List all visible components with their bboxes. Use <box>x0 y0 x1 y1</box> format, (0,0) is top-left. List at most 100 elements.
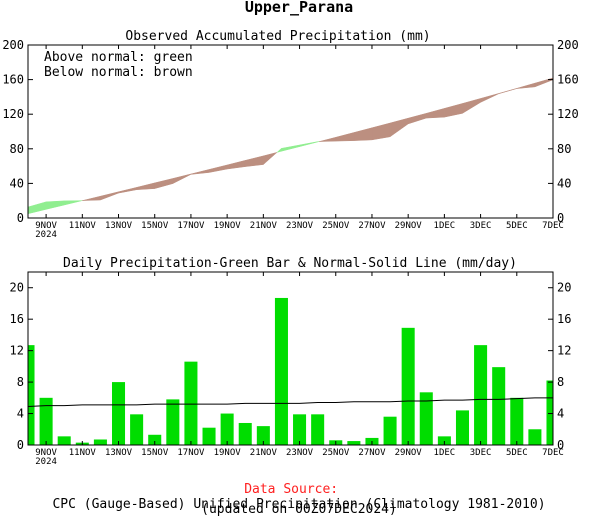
x-tick-label: 17NOV <box>177 221 205 231</box>
precip-bar <box>419 392 433 445</box>
x-tick-label: 29NOV <box>395 448 423 458</box>
footer-source-line: Data Source: CPC (Gauge-Based) Unified P… <box>0 482 598 512</box>
precip-bar <box>347 441 361 445</box>
y-tick-label-left: 40 <box>10 176 24 190</box>
above-normal-band <box>63 200 83 206</box>
below-normal-band <box>136 182 155 190</box>
x-tick-label: 9NOV <box>35 221 57 231</box>
precip-bar <box>546 380 553 445</box>
y-tick-label-right: 40 <box>557 176 571 190</box>
y-tick-label-left: 0 <box>17 438 24 452</box>
x-tick-label: 19NOV <box>214 221 242 231</box>
precip-bar <box>274 297 288 445</box>
precip-bar <box>238 422 252 445</box>
above-normal-band <box>276 147 282 153</box>
accumulated-title: Observed Accumulated Precipitation (mm) <box>125 29 430 44</box>
precip-bar <box>401 327 415 445</box>
precip-bar <box>437 436 451 445</box>
annotation-above-normal: Above normal: green <box>44 50 193 65</box>
x-tick-label: 3DEC <box>470 221 492 231</box>
above-normal-band <box>27 201 47 215</box>
x-tick-label: 7DEC <box>542 448 564 458</box>
precip-bar <box>311 414 325 445</box>
below-normal-band <box>498 88 518 95</box>
y-tick-label-left: 4 <box>17 407 24 421</box>
y-tick-label-right: 0 <box>557 211 564 225</box>
x-tick-label: 19NOV <box>214 448 242 458</box>
below-normal-band <box>371 122 391 141</box>
precip-bar <box>256 426 270 445</box>
precip-bar <box>492 367 506 445</box>
precip-bar <box>474 345 488 445</box>
precip-bar <box>166 399 180 445</box>
below-normal-band <box>244 155 264 167</box>
y-tick-label-left: 0 <box>17 211 24 225</box>
x-tick-label: 27NOV <box>358 221 386 231</box>
y-tick-label-right: 8 <box>557 375 564 389</box>
below-normal-band <box>462 98 481 114</box>
x-tick-label: 3DEC <box>470 448 492 458</box>
precip-bar <box>510 397 524 445</box>
plot-frame <box>27 44 554 219</box>
above-normal-band <box>45 200 65 210</box>
below-normal-band <box>319 136 337 142</box>
y-tick-label-right: 20 <box>557 281 571 295</box>
above-normal-band <box>299 141 318 147</box>
below-normal-band <box>100 191 119 201</box>
y-tick-label-left: 20 <box>10 281 24 295</box>
below-normal-band <box>335 132 355 142</box>
daily-title: Daily Precipitation-Green Bar & Normal-S… <box>63 256 517 271</box>
below-normal-band <box>118 187 137 194</box>
x-tick-label: 23NOV <box>286 221 314 231</box>
x-tick-label: 11NOV <box>69 448 97 458</box>
y-tick-label-left: 160 <box>2 73 24 87</box>
below-normal-band <box>389 117 409 138</box>
y-tick-label-right: 160 <box>557 73 579 87</box>
x-tick-label: 1DEC <box>434 221 456 231</box>
below-normal-band <box>172 173 192 184</box>
below-normal-band <box>190 169 210 175</box>
x-tick-label: 1DEC <box>434 448 456 458</box>
below-normal-band <box>82 195 101 201</box>
precip-bar <box>202 427 216 445</box>
precip-bar <box>93 439 107 445</box>
precip-bar <box>148 434 162 445</box>
y-tick-label-left: 200 <box>2 38 24 52</box>
data-source-text: CPC (Gauge-Based) Unified Precipitation … <box>52 497 546 512</box>
precip-bar <box>455 410 469 445</box>
region-title: Upper_Parana <box>245 0 353 16</box>
y-tick-label-left: 16 <box>10 312 24 326</box>
precip-bar <box>57 436 71 445</box>
precip-bar <box>184 361 198 445</box>
x-tick-label: 25NOV <box>322 448 350 458</box>
precip-bar <box>293 414 307 445</box>
below-normal-band <box>353 127 373 141</box>
y-tick-label-right: 16 <box>557 312 571 326</box>
x-tick-sublabel: 2024 <box>35 457 57 467</box>
y-tick-label-right: 4 <box>557 407 564 421</box>
x-tick-label: 7DEC <box>542 221 564 231</box>
precip-bar <box>383 416 397 445</box>
x-tick-label: 29NOV <box>395 221 423 231</box>
plot-frame <box>27 271 554 446</box>
x-tick-label: 5DEC <box>506 448 528 458</box>
x-tick-label: 15NOV <box>141 221 169 231</box>
x-tick-label: 13NOV <box>105 448 133 458</box>
y-tick-label-right: 200 <box>557 38 579 52</box>
precip-bar <box>130 414 144 445</box>
data-source-label: Data Source: <box>244 482 339 497</box>
x-tick-label: 5DEC <box>506 221 528 231</box>
below-normal-band <box>226 160 246 170</box>
below-normal-band <box>480 93 499 103</box>
annotation-below-normal: Below normal: brown <box>44 65 193 80</box>
x-tick-label: 25NOV <box>322 221 350 231</box>
precip-bar <box>28 345 35 445</box>
y-tick-label-left: 120 <box>2 107 24 121</box>
normal-line <box>27 397 553 407</box>
above-normal-band <box>281 144 300 152</box>
y-tick-label-right: 0 <box>557 438 564 452</box>
x-tick-label: 27NOV <box>358 448 386 458</box>
